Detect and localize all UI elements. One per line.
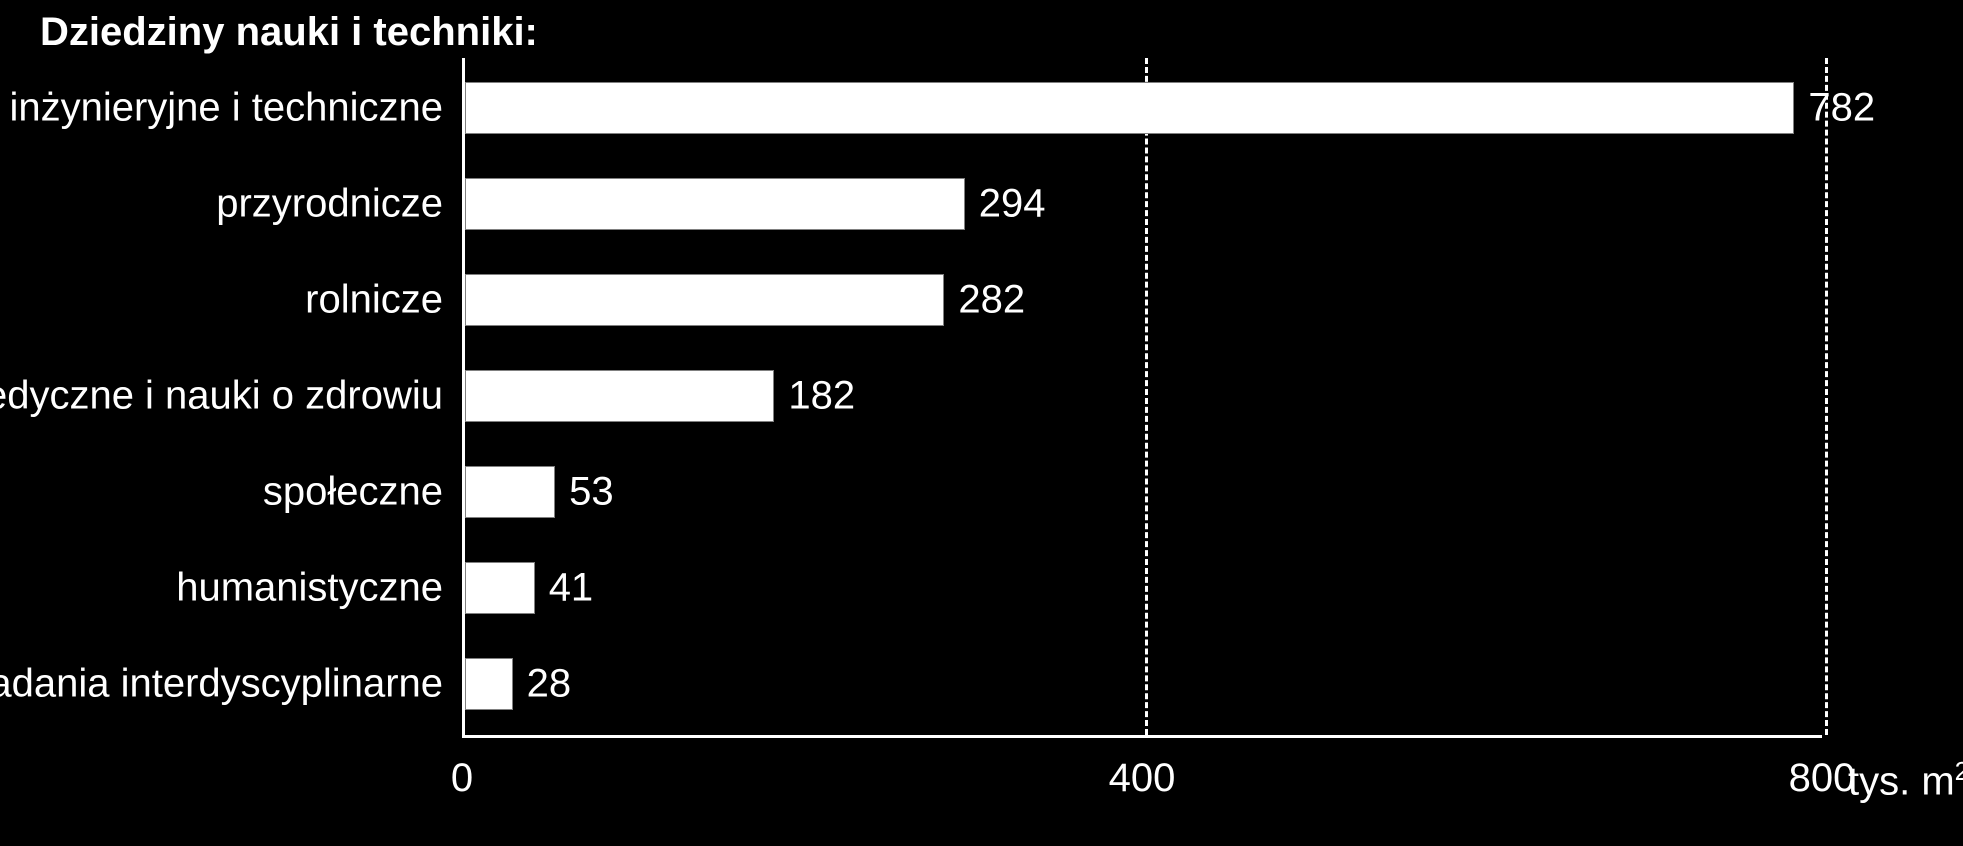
bar-row: 41 xyxy=(465,562,535,614)
category-label: medyczne i nauki o zdrowiu xyxy=(0,374,443,419)
x-tick-label: 0 xyxy=(451,756,473,801)
bar-row: 53 xyxy=(465,466,555,518)
bar xyxy=(465,466,555,518)
bar xyxy=(465,370,774,422)
bar-row: 282 xyxy=(465,274,944,326)
bar-row: 294 xyxy=(465,178,965,230)
bar xyxy=(465,562,535,614)
bar-row: 782 xyxy=(465,82,1794,134)
bar xyxy=(465,82,1794,134)
bar-row: 182 xyxy=(465,370,774,422)
category-label: badania interdyscyplinarne xyxy=(0,662,443,707)
bar-chart: Dziedziny nauki i techniki: 782 294 282 182… xyxy=(0,0,1963,846)
category-label: humanistyczne xyxy=(176,566,443,611)
bar xyxy=(465,658,513,710)
bar-value: 182 xyxy=(788,374,855,419)
bar-value: 294 xyxy=(979,182,1046,227)
bar xyxy=(465,178,965,230)
bar-value: 282 xyxy=(958,278,1025,323)
category-label: społeczne xyxy=(263,470,443,515)
x-axis-unit: tys. m2 xyxy=(1848,756,1963,804)
x-tick-label: 400 xyxy=(1109,756,1176,801)
bar-value: 53 xyxy=(569,470,614,515)
bar-value: 41 xyxy=(549,566,594,611)
bar-value: 782 xyxy=(1808,86,1875,131)
bar-value: 28 xyxy=(527,662,572,707)
category-label: przyrodnicze xyxy=(216,182,443,227)
gridline xyxy=(1145,58,1148,735)
chart-heading: Dziedziny nauki i techniki: xyxy=(40,10,538,55)
plot-area: 782 294 282 182 53 41 28 xyxy=(462,58,1822,738)
x-tick-label: 800 xyxy=(1789,756,1856,801)
bar xyxy=(465,274,944,326)
category-label: inżynieryjne i techniczne xyxy=(9,86,443,131)
category-label: rolnicze xyxy=(305,278,443,323)
bar-row: 28 xyxy=(465,658,513,710)
gridline xyxy=(1825,58,1828,735)
